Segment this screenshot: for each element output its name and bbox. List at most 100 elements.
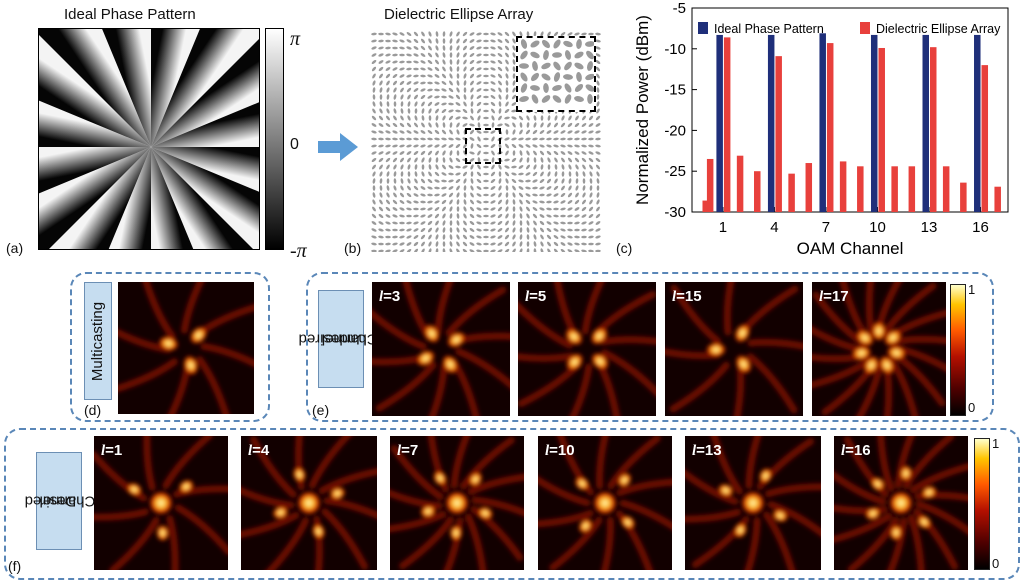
ellipse-element bbox=[553, 122, 559, 128]
ellipse-element bbox=[392, 80, 398, 86]
ellipse-element bbox=[420, 88, 426, 92]
ellipse-element bbox=[483, 165, 489, 169]
ellipse-element bbox=[596, 94, 600, 100]
ellipse-element bbox=[413, 60, 419, 64]
ellipse-element bbox=[560, 32, 566, 36]
ellipse-element bbox=[554, 115, 558, 121]
beam-streak bbox=[166, 515, 179, 570]
ellipse-element bbox=[435, 248, 439, 252]
zoom-inset bbox=[516, 36, 596, 112]
ellipse-element bbox=[427, 101, 433, 107]
ellipse-element bbox=[456, 66, 460, 72]
ellipse-element bbox=[392, 249, 398, 252]
ellipse-element bbox=[392, 39, 398, 43]
ellipse-element bbox=[435, 220, 439, 226]
ellipse-element bbox=[456, 52, 460, 58]
ellipse-element bbox=[449, 227, 453, 233]
ellipse-element bbox=[421, 241, 425, 247]
inset-ellipse bbox=[541, 62, 551, 70]
ellipse-element bbox=[483, 46, 489, 50]
ellipse-element bbox=[372, 206, 376, 212]
ellipse-element bbox=[435, 38, 439, 44]
ellipse-element bbox=[476, 39, 482, 43]
ellipse-element bbox=[568, 115, 572, 121]
beam-lobe bbox=[862, 354, 880, 376]
beam-label: l=15 bbox=[672, 288, 702, 305]
ellipse-element bbox=[504, 158, 510, 162]
ellipse-element bbox=[477, 157, 481, 163]
ellipse-element bbox=[596, 178, 600, 184]
undesired-side-label: Undesired Channel bbox=[298, 290, 377, 388]
inset-ellipse bbox=[587, 61, 593, 71]
ellipse-element bbox=[567, 122, 573, 128]
ellipse-element bbox=[442, 220, 446, 226]
ellipse-element bbox=[449, 220, 453, 226]
ellipse-element bbox=[497, 123, 503, 127]
ellipse-element bbox=[469, 213, 475, 219]
ellipse-element bbox=[519, 122, 523, 128]
ellipse-element bbox=[588, 235, 594, 239]
ellipse-element bbox=[406, 46, 412, 50]
ellipse-element bbox=[511, 172, 517, 176]
beam-streak bbox=[744, 517, 761, 570]
ellipse-element bbox=[574, 214, 580, 218]
ellipse-element bbox=[378, 151, 384, 155]
ellipse-element bbox=[427, 88, 433, 92]
ellipse-element bbox=[392, 73, 398, 79]
ellipse-element bbox=[553, 137, 559, 141]
ellipse-element bbox=[526, 157, 530, 163]
ellipse-element bbox=[504, 108, 510, 114]
ellipse-element bbox=[553, 130, 559, 134]
ellipse-element bbox=[526, 31, 530, 37]
ellipse-element bbox=[378, 39, 384, 43]
beam-streak bbox=[619, 499, 672, 531]
ellipse-element bbox=[414, 108, 418, 114]
legend-label: Dielectric Ellipse Array bbox=[876, 22, 1001, 36]
ellipse-element bbox=[512, 199, 516, 205]
ellipse-element bbox=[406, 39, 412, 43]
ellipse-element bbox=[595, 221, 601, 225]
inset-ellipse bbox=[574, 96, 584, 102]
bar-dielectric bbox=[775, 56, 782, 213]
ellipse-element bbox=[533, 157, 537, 163]
ellipse-element bbox=[379, 94, 383, 100]
inset-ellipse bbox=[552, 52, 562, 58]
ellipse-element bbox=[448, 165, 454, 169]
panel-f-label: (f) bbox=[8, 558, 22, 574]
ellipse-element bbox=[539, 144, 545, 148]
ellipse-element bbox=[413, 214, 419, 218]
beam-lobe bbox=[577, 517, 594, 535]
ellipse-element bbox=[476, 221, 482, 225]
inset-ellipse bbox=[585, 84, 594, 92]
ellipse-element bbox=[567, 32, 573, 36]
ellipse-element bbox=[574, 242, 580, 246]
ellipse-element bbox=[385, 228, 391, 232]
ellipse-element bbox=[596, 73, 600, 79]
ellipse-element bbox=[574, 157, 580, 163]
ellipse-element bbox=[449, 241, 453, 247]
ellipse-element bbox=[428, 122, 432, 128]
ellipse-element bbox=[553, 241, 559, 247]
ellipse-element bbox=[378, 228, 384, 232]
ellipse-element bbox=[420, 214, 426, 218]
beam-label: l=4 bbox=[248, 442, 270, 459]
ellipse-element bbox=[407, 171, 411, 177]
ellipse-element bbox=[462, 165, 468, 169]
ellipse-element bbox=[574, 130, 580, 134]
ellipse-element bbox=[385, 39, 391, 43]
ellipse-element bbox=[434, 179, 440, 183]
ellipse-element bbox=[546, 144, 552, 148]
ellipse-element bbox=[442, 164, 446, 170]
inset-ellipse bbox=[574, 51, 584, 59]
beam-streak bbox=[109, 516, 160, 570]
ellipse-element bbox=[421, 171, 425, 177]
beam-lobe bbox=[432, 469, 448, 487]
beam-streak bbox=[94, 508, 149, 521]
ellipse-element bbox=[413, 150, 419, 156]
beam-image-l3: l=3 bbox=[372, 282, 510, 416]
inset-ellipse bbox=[541, 95, 551, 103]
ellipse-element bbox=[490, 130, 496, 134]
ellipse-element bbox=[399, 221, 405, 225]
ellipse-element bbox=[414, 171, 418, 177]
ellipse-element bbox=[399, 32, 405, 36]
